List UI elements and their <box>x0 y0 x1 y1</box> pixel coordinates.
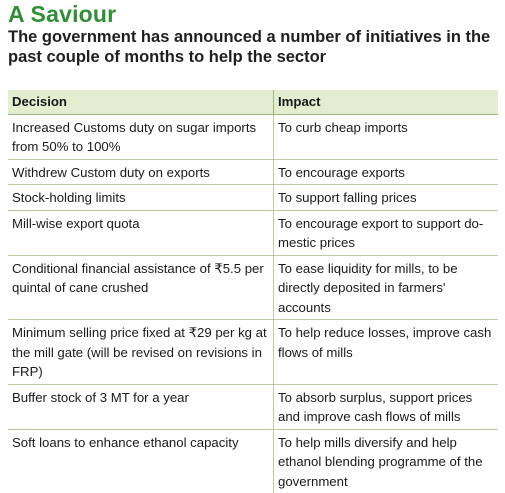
table-row: Soft loans to enhance ethanol capacity T… <box>8 429 498 493</box>
impact-cell: To ease liquidity for mills, to be direc… <box>273 255 498 320</box>
impact-cell: To curb cheap imports <box>273 114 498 160</box>
table-row: Withdrew Custom duty on exports To encou… <box>8 159 498 185</box>
decision-cell: Buffer stock of 3 MT for a year <box>8 384 274 430</box>
table-row: Conditional financial assistance of ₹5.5… <box>8 255 498 320</box>
decision-cell: Conditional financial assistance of ₹5.5… <box>8 255 274 320</box>
table-row: Minimum selling price fixed at ₹29 per k… <box>8 319 498 385</box>
page-title: A Saviour <box>8 1 117 27</box>
column-header-decision: Decision <box>8 90 274 115</box>
impact-cell: To help mills diversify and help ethanol… <box>278 434 483 489</box>
decision-cell: Stock-holding limits <box>8 184 274 211</box>
impact-cell: To absorb surplus, support prices and im… <box>273 384 498 430</box>
decision-cell: Mill-wise export quota <box>8 210 274 256</box>
decision-cell: Withdrew Custom duty on exports <box>8 159 274 185</box>
table-row: Stock-holding limits To support falling … <box>8 184 498 211</box>
impact-cell: To encourage export to support do-mestic… <box>273 210 498 256</box>
decision-cell: Minimum selling price fixed at ₹29 per k… <box>8 319 274 385</box>
table-row: Mill-wise export quota To encourage expo… <box>8 210 498 256</box>
table-header-row: Decision Impact <box>8 90 498 115</box>
decision-cell: Increased Customs duty on sugar imports … <box>8 114 274 160</box>
decision-cell: Soft loans to enhance ethanol capacity <box>8 429 274 493</box>
impact-cell: To support falling prices <box>273 184 498 211</box>
page-subtitle: The government has announced a number of… <box>8 28 491 66</box>
table-row: Buffer stock of 3 MT for a year To absor… <box>8 384 498 430</box>
impact-cell: To encourage exports <box>273 159 498 185</box>
impact-cell: To help reduce losses, improve cash flow… <box>273 319 498 385</box>
initiatives-table: Decision Impact Increased Customs duty o… <box>8 90 498 493</box>
column-header-impact: Impact <box>273 90 498 115</box>
table-row: Increased Customs duty on sugar imports … <box>8 114 498 160</box>
